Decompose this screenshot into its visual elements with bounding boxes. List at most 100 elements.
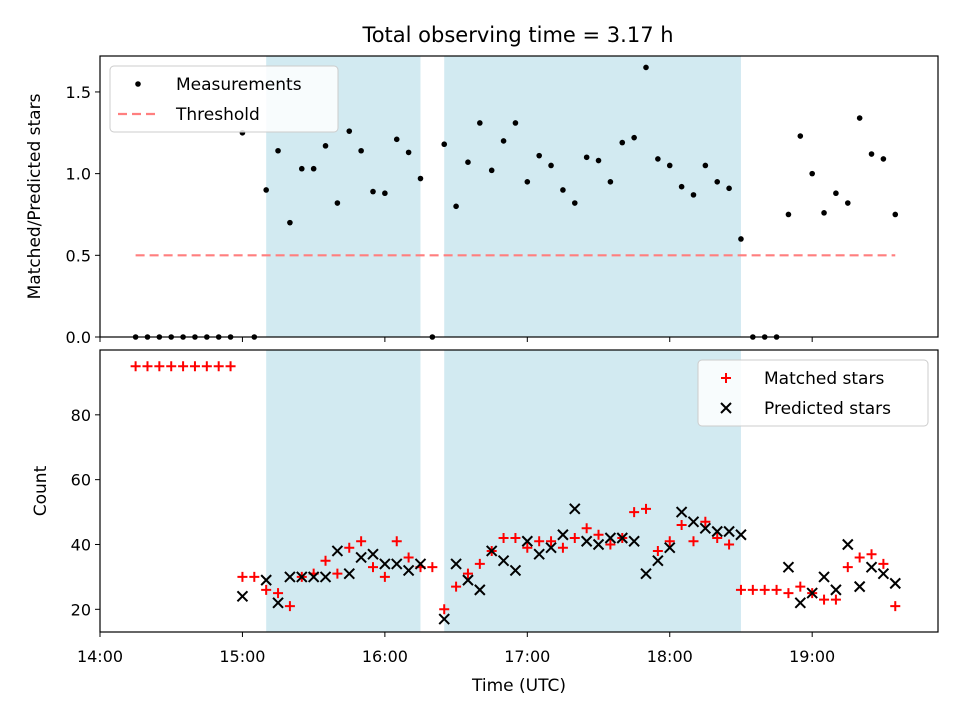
matched-star-point: [629, 507, 640, 518]
y-tick-label: 40: [71, 535, 91, 554]
legend-x-marker: [720, 402, 732, 414]
predicted-star-point: [414, 558, 427, 570]
legend-dot-marker: [135, 81, 141, 87]
predicted-star-point: [616, 532, 628, 544]
predicted-star-point: [272, 597, 284, 609]
predicted-star-point: [842, 538, 854, 551]
predicted-star-point: [711, 525, 723, 538]
y-tick-label: 0.0: [66, 328, 91, 347]
predicted-star-point: [794, 597, 807, 609]
measurement-point: [571, 200, 578, 206]
measurement-point: [595, 157, 602, 164]
predicted-star-point: [284, 571, 296, 583]
matched-star-point: [344, 542, 355, 553]
predicted-star-point: [236, 590, 249, 603]
matched-star-point: [189, 361, 200, 372]
measurement-point: [880, 156, 887, 162]
predicted-star-point: [889, 577, 901, 590]
matched-star-point: [676, 520, 687, 531]
matched-star-point: [866, 549, 877, 560]
matched-star-point: [522, 542, 533, 553]
legend-plus-marker: [721, 373, 731, 383]
matched-star-point: [379, 571, 390, 582]
predicted-star-point: [355, 551, 367, 564]
matched-star-point: [154, 361, 165, 372]
matched-star-point: [510, 533, 521, 543]
figure-title: Total observing time = 3.17 h: [361, 23, 673, 47]
matched-star-point: [688, 536, 699, 547]
measurement-point: [453, 203, 459, 210]
measurement-point: [844, 200, 851, 206]
matched-star-point: [700, 516, 711, 527]
measurement-point: [370, 188, 376, 195]
predicted-star-point: [604, 532, 617, 544]
matched-star-point: [332, 568, 343, 579]
predicted-star-point: [687, 516, 700, 528]
predicted-star-point: [307, 571, 320, 583]
measurement-point: [358, 147, 364, 154]
matched-star-point: [261, 584, 272, 595]
measurement-point: [738, 236, 744, 242]
legend-box: [697, 359, 929, 427]
predicted-star-point: [533, 548, 545, 560]
matched-star-point: [249, 571, 260, 582]
measurement-point: [263, 187, 269, 193]
measurement-point: [631, 134, 637, 141]
matched-star-point: [403, 552, 414, 563]
measurement-point: [310, 165, 317, 172]
matched-star-point: [854, 552, 865, 563]
predicted-star-point: [509, 564, 522, 577]
legend-label: Predicted stars: [764, 399, 891, 419]
measurement-point: [833, 190, 839, 197]
predicted-star-point: [853, 580, 866, 593]
matched-star-point: [439, 604, 450, 615]
predicted-star-point: [865, 561, 878, 573]
predicted-star-point: [462, 574, 474, 586]
measurement-point: [702, 162, 709, 169]
predicted-star-point: [664, 542, 676, 554]
matched-star-point: [498, 533, 509, 543]
top-axes: 0.0 0.5 1.0 1.5 Matched/Predicted stars Measu…: [25, 55, 939, 347]
predicted-star-point: [782, 561, 795, 573]
measurement-point: [346, 128, 353, 134]
matched-star-point: [368, 562, 379, 573]
matched-star-point: [534, 536, 545, 547]
y-tick-label: 1.5: [66, 83, 91, 102]
x-axis-label: Time (UTC): [471, 676, 566, 696]
y-tick-label: 80: [71, 406, 91, 425]
predicted-star-point: [545, 542, 557, 554]
matched-star-point: [771, 584, 782, 595]
measurement-point: [583, 154, 590, 161]
measurement-point: [666, 162, 673, 169]
predicted-star-point: [450, 558, 462, 570]
matched-star-point: [451, 581, 462, 592]
measurement-point: [393, 136, 400, 143]
predicted-star-point: [402, 564, 415, 577]
measurement-point: [560, 187, 566, 193]
predicted-star-point: [806, 587, 818, 599]
measurement-point: [488, 167, 495, 174]
measurement-point: [287, 219, 293, 226]
matched-star-point: [427, 562, 438, 573]
x-tick-label: 19:00: [789, 647, 835, 666]
matched-star-point: [878, 558, 889, 569]
legend: Matched stars Predicted stars: [697, 359, 929, 427]
predicted-star-point: [830, 584, 842, 596]
measurement-point: [334, 200, 341, 206]
legend-box: [109, 65, 339, 133]
y-tick-label: 60: [71, 471, 91, 490]
measurement-point: [643, 64, 649, 71]
predicted-star-point: [474, 584, 486, 596]
matched-star-point: [724, 539, 735, 550]
matched-star-point: [237, 571, 248, 582]
matched-star-point: [641, 503, 652, 514]
x-tick-label: 18:00: [647, 647, 693, 666]
predicted-star-point: [331, 545, 344, 557]
matched-star-point: [890, 601, 901, 612]
predicted-star-point: [296, 571, 308, 583]
predicted-star-point: [818, 571, 830, 583]
matched-star-point: [142, 361, 153, 372]
y-tick-label: 0.5: [66, 246, 91, 265]
measurement-point: [797, 133, 804, 139]
